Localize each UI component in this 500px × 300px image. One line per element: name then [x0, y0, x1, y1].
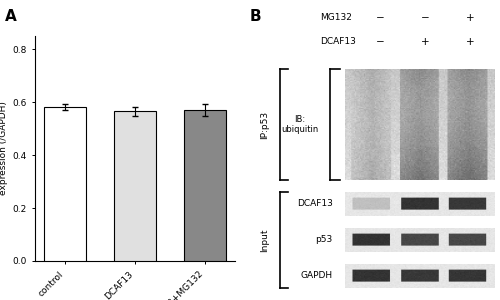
Bar	[44, 107, 86, 261]
Text: B: B	[250, 9, 262, 24]
Text: GAPDH: GAPDH	[300, 272, 332, 280]
Text: +: +	[466, 13, 474, 23]
Text: −: −	[376, 13, 384, 23]
Y-axis label: Relative p53 mRNA
expression (/GAPDH): Relative p53 mRNA expression (/GAPDH)	[0, 102, 8, 195]
Text: A: A	[5, 9, 17, 24]
Bar	[184, 110, 226, 261]
Text: −: −	[420, 13, 430, 23]
Text: IP:p53: IP:p53	[260, 110, 270, 139]
Text: Input: Input	[260, 228, 270, 252]
Text: +: +	[420, 37, 430, 47]
Text: DCAF13: DCAF13	[296, 200, 332, 208]
Text: MG132: MG132	[320, 14, 352, 22]
Text: p53: p53	[316, 236, 332, 244]
Bar	[114, 111, 156, 261]
Text: +: +	[466, 37, 474, 47]
Text: DCAF13: DCAF13	[320, 38, 356, 46]
Text: IB:
ubiquitin: IB: ubiquitin	[282, 115, 319, 134]
Text: −: −	[376, 37, 384, 47]
